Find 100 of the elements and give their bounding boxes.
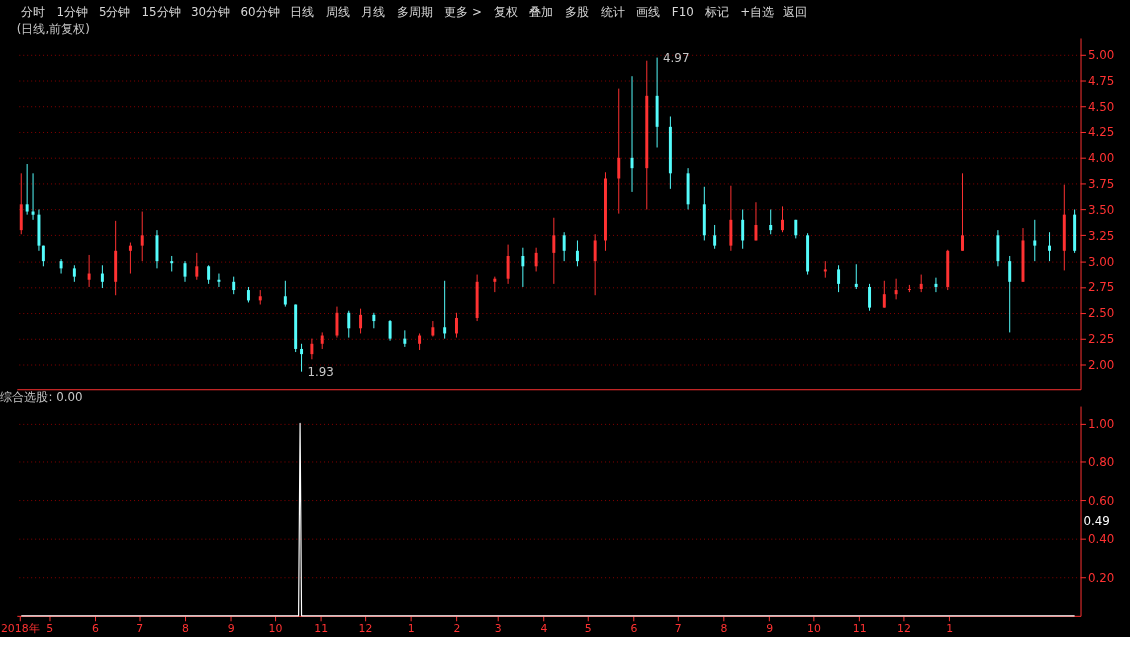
- candlestick: [195, 252, 199, 281]
- text: 多股: [565, 5, 589, 20]
- x-tick-label: 2018年: [0, 622, 40, 636]
- x-tick-label: 12: [897, 622, 911, 636]
- candlestick: [754, 201, 758, 241]
- x-tick-label: 1: [407, 622, 415, 636]
- candlestick: [713, 224, 717, 250]
- x-tick-label: 12: [358, 622, 373, 636]
- x-tick-label: 11: [852, 622, 867, 636]
- x-tick-label: 6: [92, 622, 100, 636]
- candlestick: [300, 343, 304, 373]
- x-tick-label: 2: [453, 622, 461, 636]
- y-tick-label: 2.00: [1087, 357, 1115, 372]
- x-tick-label: 3: [494, 622, 502, 636]
- x-tick-label: 5: [584, 622, 592, 636]
- text: 0.49: [1083, 514, 1110, 529]
- candlestick: [431, 320, 435, 338]
- x-tick-label: 8: [720, 622, 728, 636]
- candlestick: [87, 254, 91, 288]
- text: 统计: [600, 5, 625, 20]
- candlestick: [359, 308, 363, 334]
- y-tick-label: 0.40: [1087, 532, 1115, 547]
- annotation: 1.93: [307, 364, 334, 379]
- candlestick: [741, 208, 745, 250]
- x-tick-label: 5: [46, 622, 54, 636]
- x-tick-label: 11: [314, 622, 329, 636]
- text: +自选: [740, 5, 775, 20]
- candlestick: [769, 208, 773, 235]
- candlestick: [562, 231, 566, 262]
- y-tick-label: 5.00: [1087, 47, 1115, 62]
- chart-title: (日线,前复权): [16, 22, 90, 37]
- candlestick: [781, 205, 784, 233]
- candlestick: [575, 239, 579, 267]
- x-tick-label: 1: [946, 622, 954, 636]
- text: 1分钟: [56, 5, 88, 20]
- candlestick: [25, 163, 29, 216]
- y-tick-label: 0.60: [1087, 493, 1115, 508]
- text: 复权: [493, 5, 518, 20]
- candlestick: [140, 211, 144, 262]
- annotation: 4.97: [663, 50, 690, 65]
- text: 标记: [703, 5, 729, 20]
- candlestick: [882, 280, 886, 309]
- y-tick-label: 2.50: [1087, 306, 1115, 321]
- chart-title: 综合选股: 0.00: [0, 390, 83, 405]
- candlestick: [335, 306, 339, 339]
- text: 叠加: [529, 5, 554, 20]
- y-tick-label: 1.00: [1087, 416, 1115, 431]
- x-tick-label: 10: [807, 622, 821, 636]
- x-tick-label: 6: [630, 622, 638, 636]
- candlestick: [630, 75, 634, 193]
- y-tick-label: 2.75: [1087, 280, 1115, 295]
- candlestick: [617, 88, 621, 215]
- text: 画线: [636, 5, 661, 20]
- candlestick: [593, 233, 597, 296]
- x-tick-label: 9: [227, 622, 235, 636]
- candlestick: [283, 280, 287, 308]
- y-tick-label: 0.80: [1087, 455, 1115, 470]
- candlestick: [854, 263, 858, 290]
- y-tick-label: 4.25: [1087, 125, 1115, 140]
- candlestick: [310, 338, 314, 360]
- candlestick: [868, 283, 872, 312]
- candlestick: [388, 319, 392, 342]
- text: F10: [671, 5, 694, 20]
- text: 多周期: [396, 5, 433, 20]
- text: 月线: [361, 5, 386, 20]
- text: 分时: [20, 5, 45, 20]
- text: 5分钟: [98, 5, 131, 20]
- candlestick: [1008, 255, 1012, 333]
- x-tick-label: 4: [540, 622, 548, 636]
- candlestick: [521, 247, 525, 288]
- y-tick-label: 2.25: [1087, 332, 1115, 347]
- candlestick: [31, 172, 35, 221]
- text: 返回: [782, 5, 807, 20]
- x-tick-label: 9: [766, 622, 774, 636]
- candlestick: [837, 264, 841, 293]
- candlestick: [894, 278, 898, 300]
- candlestick: [552, 217, 556, 285]
- x-tick-label: 7: [674, 622, 682, 636]
- y-tick-label: 0.20: [1087, 570, 1115, 585]
- candlestick: [59, 258, 63, 275]
- y-tick-label: 4.75: [1087, 73, 1115, 88]
- text: 15分钟: [141, 5, 181, 20]
- y-tick-label: 4.50: [1087, 99, 1115, 114]
- text: 30分钟: [190, 5, 231, 20]
- text: 更多 >: [444, 5, 482, 20]
- x-tick-label: 8: [182, 622, 190, 636]
- y-tick-label: 3.00: [1087, 254, 1115, 269]
- candlestick: [207, 264, 211, 285]
- y-tick-label: 3.25: [1087, 228, 1115, 243]
- candlestick: [823, 260, 827, 279]
- y-tick-label: 3.50: [1087, 202, 1115, 217]
- text: 周线: [325, 5, 350, 20]
- candlestick: [506, 244, 510, 285]
- candlestick: [347, 310, 351, 339]
- text: 60分钟: [240, 5, 280, 20]
- x-tick-label: 10: [268, 622, 283, 636]
- candlestick: [961, 172, 964, 252]
- candlestick: [934, 277, 938, 293]
- candlestick: [1048, 231, 1052, 262]
- candlestick: [1033, 219, 1037, 262]
